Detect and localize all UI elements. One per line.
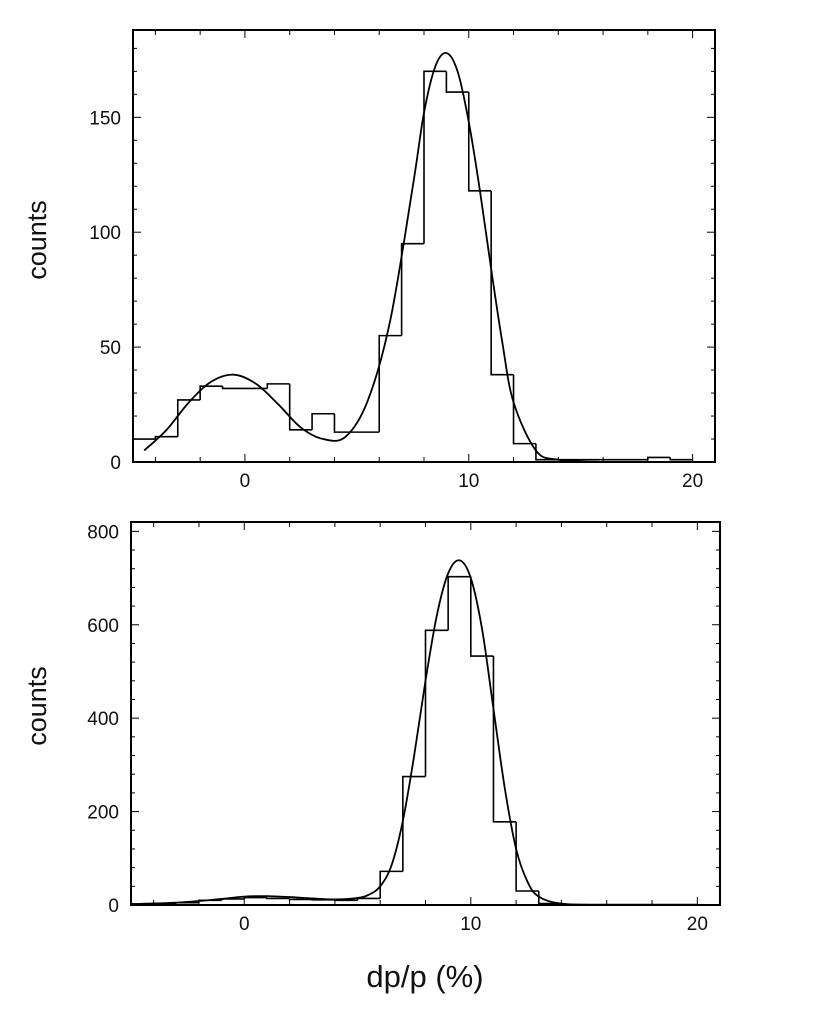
x-tick-label: 10 bbox=[458, 471, 479, 492]
histogram-bin bbox=[378, 334, 402, 433]
x-tick-label: 10 bbox=[460, 914, 481, 935]
histogram-bin bbox=[288, 898, 313, 901]
histogram-bin bbox=[402, 775, 426, 872]
histogram-bin bbox=[647, 456, 671, 460]
histogram-bin bbox=[535, 443, 559, 461]
x-tick-label: 20 bbox=[682, 471, 703, 492]
x-tick-label: 0 bbox=[239, 914, 250, 935]
y-tick-label: 600 bbox=[87, 616, 119, 637]
histogram-bin bbox=[266, 383, 290, 389]
histogram-bin bbox=[266, 897, 290, 900]
x-axis-label: dp/p (%) bbox=[366, 959, 483, 994]
y-tick-label: 800 bbox=[87, 522, 119, 543]
histogram-bin bbox=[423, 70, 447, 244]
top-histogram-panel: 0 10 20 0 50 100 150 counts bbox=[22, 29, 716, 492]
histogram-bin bbox=[154, 435, 178, 440]
fit-curve bbox=[143, 52, 700, 463]
histogram-bin bbox=[515, 821, 539, 892]
y-tick-label: 50 bbox=[100, 338, 121, 359]
fit-curve bbox=[130, 559, 705, 906]
histogram-bin bbox=[199, 385, 223, 400]
y-tick-label: 400 bbox=[87, 709, 119, 730]
histogram-bin bbox=[379, 870, 403, 899]
histogram-bin bbox=[356, 897, 381, 901]
histogram-bin bbox=[311, 412, 335, 430]
histogram-bin bbox=[424, 629, 449, 777]
y-tick-label: 0 bbox=[108, 896, 119, 917]
histogram-bin bbox=[243, 896, 267, 899]
histogram-bin bbox=[537, 890, 562, 905]
histogram-bin bbox=[400, 242, 424, 336]
y-tick-label: 0 bbox=[110, 453, 121, 474]
histogram-bin bbox=[288, 383, 313, 431]
x-tick-label: 0 bbox=[240, 471, 251, 492]
histogram-bin bbox=[447, 575, 471, 631]
histogram-bin bbox=[490, 190, 514, 376]
histogram-bin bbox=[512, 374, 536, 445]
y-tick-label: 100 bbox=[89, 223, 121, 244]
histogram-bin bbox=[445, 71, 469, 93]
y-axis-label: counts bbox=[22, 666, 52, 746]
y-tick-label: 200 bbox=[87, 803, 119, 824]
histogram-bin bbox=[176, 399, 201, 437]
y-axis-label: counts bbox=[22, 200, 52, 280]
y-tick-label: 150 bbox=[89, 108, 121, 129]
histogram-bin bbox=[669, 457, 693, 461]
histogram-bin bbox=[221, 386, 245, 390]
x-tick-label: 20 bbox=[687, 914, 708, 935]
